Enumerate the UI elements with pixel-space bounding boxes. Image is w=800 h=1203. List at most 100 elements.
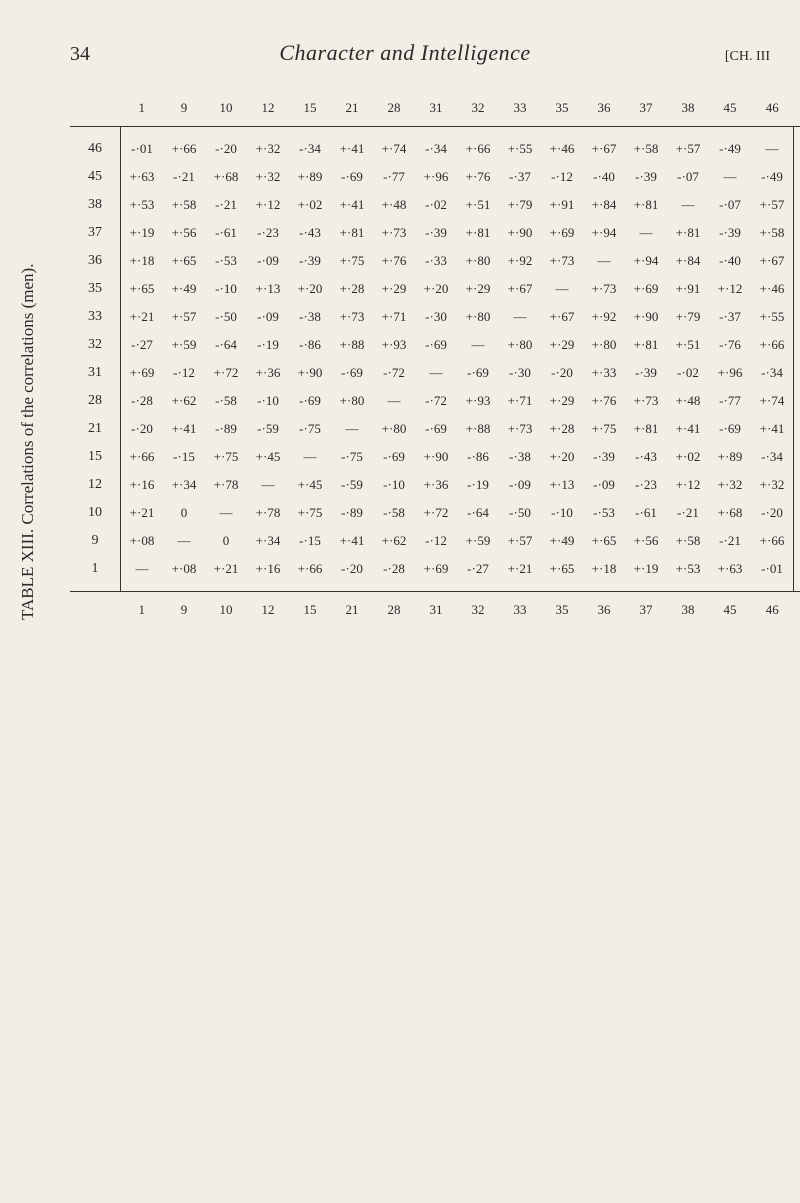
cell: +·59 bbox=[457, 527, 499, 555]
cell: +·69 bbox=[121, 359, 164, 387]
cell: -·64 bbox=[205, 331, 247, 359]
cell: 0 bbox=[205, 527, 247, 555]
cell: -·61 bbox=[625, 499, 667, 527]
cell: +·69 bbox=[541, 219, 583, 247]
cell: +·59 bbox=[163, 331, 205, 359]
cell: +·49 bbox=[541, 527, 583, 555]
cell: +·16 bbox=[247, 555, 289, 592]
cell: +·41 bbox=[667, 415, 709, 443]
cell: +·12 bbox=[247, 191, 289, 219]
cell: +·66 bbox=[163, 127, 205, 164]
corner-cell bbox=[70, 96, 121, 127]
cell: +·12 bbox=[709, 275, 751, 303]
cell: +·56 bbox=[163, 219, 205, 247]
cell: +·84 bbox=[583, 191, 625, 219]
cell: -·10 bbox=[205, 275, 247, 303]
cell: +·71 bbox=[499, 387, 541, 415]
cell: -·50 bbox=[205, 303, 247, 331]
cell: -·58 bbox=[373, 499, 415, 527]
cell: +·02 bbox=[667, 443, 709, 471]
cell: — bbox=[289, 443, 331, 471]
cell: -·01 bbox=[751, 555, 794, 592]
column-header: 28 bbox=[373, 96, 415, 127]
cell: +·36 bbox=[247, 359, 289, 387]
cell: -·75 bbox=[289, 415, 331, 443]
cell: +·36 bbox=[415, 471, 457, 499]
cell: -·53 bbox=[205, 247, 247, 275]
cell: -·20 bbox=[751, 499, 794, 527]
cell: +·51 bbox=[457, 191, 499, 219]
row-header: 28 bbox=[794, 387, 800, 415]
cell: -·34 bbox=[751, 443, 794, 471]
cell: +·66 bbox=[289, 555, 331, 592]
row-header: 1 bbox=[794, 555, 800, 592]
cell: +·57 bbox=[163, 303, 205, 331]
cell: -·19 bbox=[457, 471, 499, 499]
row-header: 46 bbox=[70, 127, 121, 164]
cell: +·51 bbox=[667, 331, 709, 359]
cell: +·56 bbox=[625, 527, 667, 555]
cell: -·34 bbox=[289, 127, 331, 164]
cell: +·72 bbox=[205, 359, 247, 387]
cell: +·62 bbox=[163, 387, 205, 415]
cell: — bbox=[625, 219, 667, 247]
column-header: 46 bbox=[751, 96, 794, 127]
cell: +·90 bbox=[415, 443, 457, 471]
cell: -·15 bbox=[289, 527, 331, 555]
cell: +·45 bbox=[289, 471, 331, 499]
correlation-table: 191012152128313233353637384546 46-·01+·6… bbox=[70, 96, 800, 624]
cell: -·40 bbox=[709, 247, 751, 275]
row-header: 32 bbox=[794, 331, 800, 359]
cell: +·08 bbox=[163, 555, 205, 592]
cell: — bbox=[499, 303, 541, 331]
row-header: 21 bbox=[70, 415, 121, 443]
column-header: 12 bbox=[247, 592, 289, 625]
cell: -·21 bbox=[205, 191, 247, 219]
table-row: 10+·210—+·78+·75-·89-·58+·72-·64-·50-·10… bbox=[70, 499, 800, 527]
cell: -·20 bbox=[121, 415, 164, 443]
cell: +·55 bbox=[751, 303, 794, 331]
cell: +·41 bbox=[331, 191, 373, 219]
row-header: 31 bbox=[70, 359, 121, 387]
row-header: 10 bbox=[794, 499, 800, 527]
cell: +·58 bbox=[751, 219, 794, 247]
cell: +·16 bbox=[121, 471, 164, 499]
column-header: 35 bbox=[541, 96, 583, 127]
table-row: 32-·27+·59-·64-·19-·86+·88+·93-·69—+·80+… bbox=[70, 331, 800, 359]
table-row: 12+·16+·34+·78—+·45-·59-·10+·36-·19-·09+… bbox=[70, 471, 800, 499]
cell: +·81 bbox=[457, 219, 499, 247]
cell: +·73 bbox=[541, 247, 583, 275]
cell: +·58 bbox=[667, 527, 709, 555]
cell: -·27 bbox=[121, 331, 164, 359]
cell: +·41 bbox=[751, 415, 794, 443]
cell: +·80 bbox=[331, 387, 373, 415]
cell: +·34 bbox=[163, 471, 205, 499]
cell: -·39 bbox=[625, 359, 667, 387]
cell: -·69 bbox=[331, 359, 373, 387]
column-header: 32 bbox=[457, 592, 499, 625]
row-header: 45 bbox=[794, 163, 800, 191]
column-header: 9 bbox=[163, 592, 205, 625]
cell: -·33 bbox=[415, 247, 457, 275]
cell: -·23 bbox=[625, 471, 667, 499]
cell: -·77 bbox=[373, 163, 415, 191]
cell: +·13 bbox=[247, 275, 289, 303]
cell: -·58 bbox=[205, 387, 247, 415]
cell: -·28 bbox=[121, 387, 164, 415]
cell: -·12 bbox=[415, 527, 457, 555]
cell: +·20 bbox=[289, 275, 331, 303]
cell: +·29 bbox=[457, 275, 499, 303]
cell: +·91 bbox=[541, 191, 583, 219]
cell: +·28 bbox=[331, 275, 373, 303]
cell: — bbox=[373, 387, 415, 415]
table-body: 46-·01+·66-·20+·32-·34+·41+·74-·34+·66+·… bbox=[70, 127, 800, 592]
cell: -·69 bbox=[373, 443, 415, 471]
cell: -·02 bbox=[667, 359, 709, 387]
column-header: 21 bbox=[331, 592, 373, 625]
cell: +·63 bbox=[709, 555, 751, 592]
cell: +·68 bbox=[205, 163, 247, 191]
row-header: 38 bbox=[70, 191, 121, 219]
cell: +·67 bbox=[541, 303, 583, 331]
cell: -·53 bbox=[583, 499, 625, 527]
cell: -·19 bbox=[247, 331, 289, 359]
